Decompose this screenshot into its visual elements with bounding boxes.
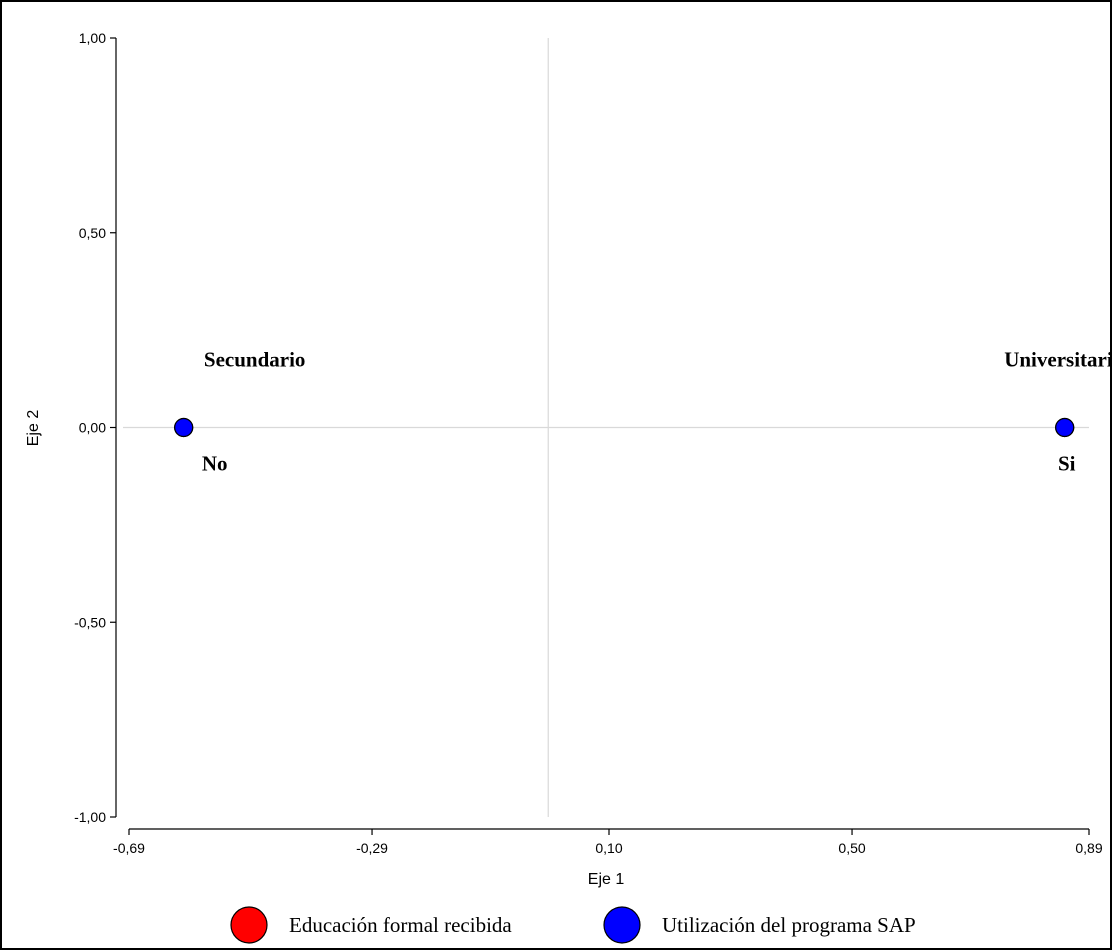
point-label: Secundario	[204, 348, 306, 372]
y-tick-label: -1,00	[74, 809, 106, 825]
y-tick-label: 0,00	[79, 420, 106, 436]
legend-label: Utilización del programa SAP	[662, 913, 916, 937]
x-tick-label: -0,29	[356, 840, 388, 856]
y-ticks: 1,00 0,50 0,00 -0,50 -1,00	[74, 30, 116, 825]
legend: Educación formal recibida Utilización del…	[230, 906, 916, 944]
axes	[115, 38, 1089, 830]
point-label: Universitario	[1004, 348, 1112, 372]
point-label: No	[202, 452, 228, 476]
legend-marker	[230, 906, 268, 944]
y-axis-label: Eje 2	[25, 410, 42, 447]
x-tick-label: 0,89	[1075, 840, 1102, 856]
x-tick-label: 0,50	[838, 840, 865, 856]
reference-lines	[123, 38, 1089, 817]
point-labels: Secundario Universitario No Si	[202, 348, 1112, 476]
y-tick-label: 1,00	[79, 30, 106, 46]
x-axis-label: Eje 1	[588, 871, 625, 888]
data-point	[174, 417, 194, 438]
x-ticks: -0,69 -0,29 0,10 0,50 0,89	[113, 829, 1103, 856]
y-tick-label: -0,50	[74, 614, 106, 630]
data-point	[1055, 417, 1075, 438]
x-tick-label: 0,10	[595, 840, 622, 856]
legend-marker	[603, 906, 641, 944]
legend-label: Educación formal recibida	[289, 913, 512, 937]
x-tick-label: -0,69	[113, 840, 145, 856]
y-tick-label: 0,50	[79, 225, 106, 241]
data-points	[174, 417, 1075, 438]
point-label: Si	[1058, 452, 1076, 476]
